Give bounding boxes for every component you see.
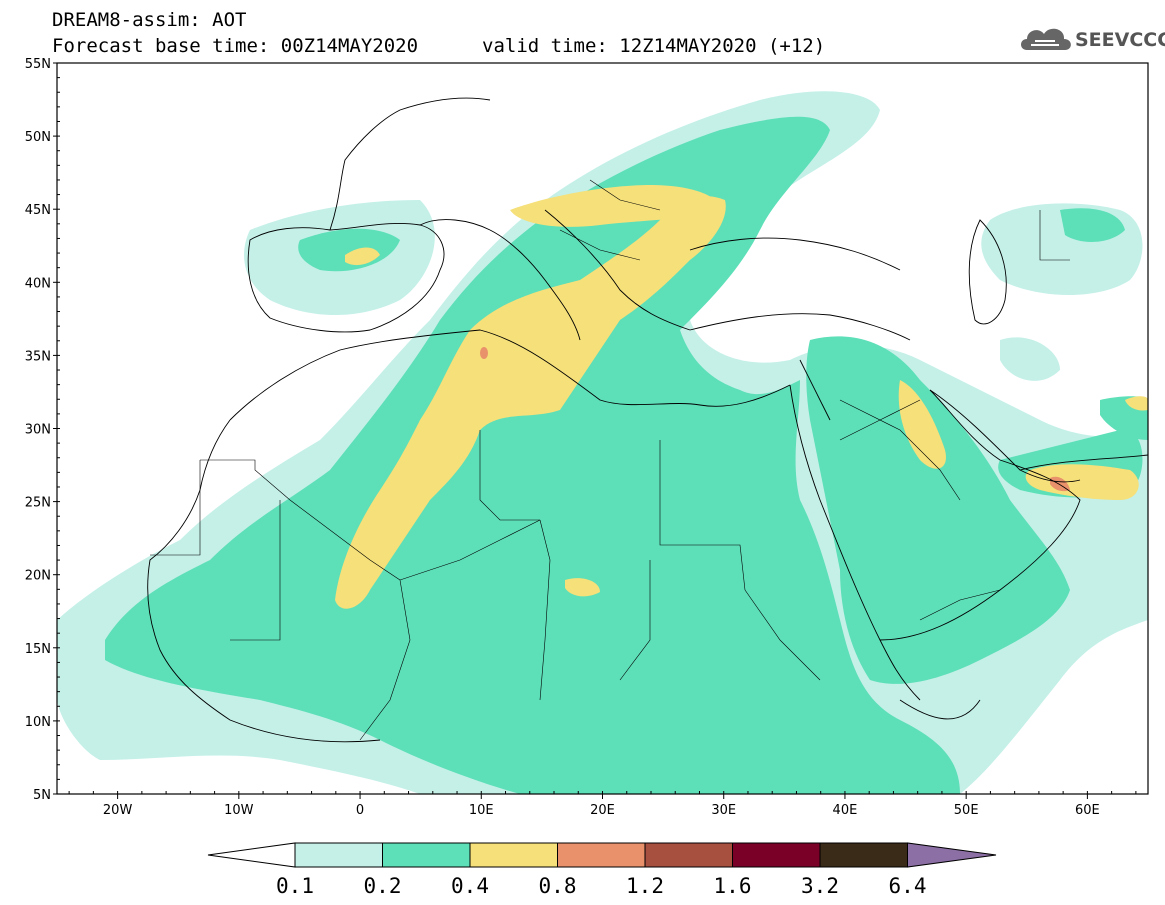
x-tick-label: 0 [356,803,364,818]
colorbar-over-triangle [907,842,997,868]
x-tick-label: 30E [711,803,736,818]
colorbar-label: 1.6 [714,874,752,898]
x-axis-ticks: 20W 10W 0 10E 20E 30E 40E 50E 60E [68,791,1137,818]
y-tick-label: 15N [25,642,51,657]
logo-text: SEEVCCC [1075,29,1165,51]
seevccc-logo: SEEVCCC [1015,20,1165,60]
colorbar-label: 1.2 [626,874,664,898]
y-tick-label: 35N [25,349,51,364]
coastlines [147,97,1148,743]
y-axis-ticks: 55N 50N 45N 40N 35N 30N 25N 20N 15N 10N 5N [25,57,60,803]
colorbar-swatch [469,842,558,868]
y-tick-label: 45N [25,203,51,218]
y-tick-label: 40N [25,276,51,291]
colorbar-swatch [294,842,383,868]
plot-area [57,63,1148,794]
y-tick-label: 20N [25,569,51,584]
colorbar-swatch [819,842,908,868]
colorbar-label: 0.2 [364,874,402,898]
colorbar-label: 0.1 [276,874,314,898]
x-tick-label: 20W [103,803,133,818]
y-tick-label: 55N [25,57,51,72]
forecast-base-time: Forecast base time: 00Z14MAY2020 [52,35,419,57]
y-tick-label: 30N [25,423,51,438]
colorbar-label: 6.4 [889,874,927,898]
colorbar-under-triangle [207,842,296,868]
map-title: DREAM8-assim: AOT [52,9,247,31]
colorbar-label: 0.8 [539,874,577,898]
x-tick-label: 40E [833,803,858,818]
x-tick-label: 20E [590,803,615,818]
x-tick-label: 50E [954,803,979,818]
cloud-icon [1021,28,1071,50]
x-tick-label: 60E [1075,803,1100,818]
colorbar-swatch [557,842,646,868]
colorbar: 0.1 0.2 0.4 0.8 1.2 1.6 3.2 6.4 [207,842,997,898]
y-tick-label: 5N [33,788,51,803]
x-tick-label: 10W [224,803,254,818]
forecast-times: Forecast base time: 00Z14MAY2020 valid t… [52,36,825,99]
x-tick-label: 10E [469,803,494,818]
colorbar-label: 0.4 [451,874,489,898]
aot-band-0-4 [335,185,1148,609]
colorbar-swatch [732,842,821,868]
colorbar-swatch [382,842,471,868]
colorbar-label: 3.2 [801,874,839,898]
valid-time: valid time: 12Z14MAY2020 (+12) [482,35,826,57]
y-tick-label: 25N [25,496,51,511]
y-tick-label: 50N [25,130,51,145]
colorbar-swatch [644,842,733,868]
country-borders [150,179,1070,741]
y-tick-label: 10N [25,715,51,730]
